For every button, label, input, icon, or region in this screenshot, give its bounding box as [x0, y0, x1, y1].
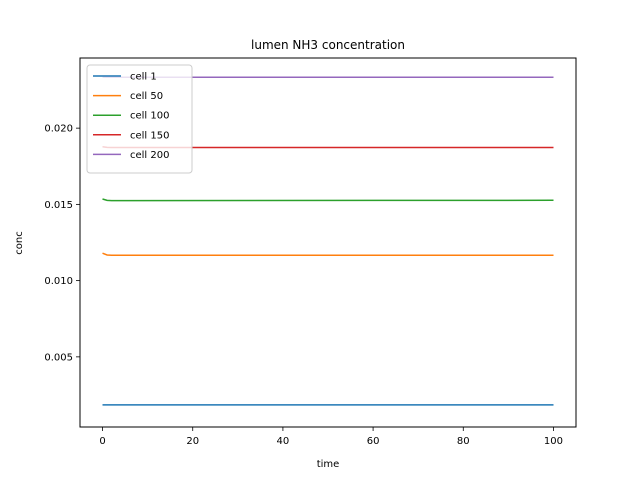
legend-label-4: cell 150	[130, 130, 169, 141]
x-axis-ticks: 0 20 40 60 80 100	[99, 427, 563, 447]
y-axis-ticks: 0.005 0.010 0.015 0.020	[44, 124, 80, 363]
x-tick-label: 60	[367, 436, 380, 447]
x-tick-label: 80	[457, 436, 470, 447]
plot-frame	[79, 57, 577, 428]
legend-label-5: cell 200	[130, 150, 169, 161]
series-line-3	[102, 198, 554, 202]
legend-label-2: cell 50	[130, 91, 163, 102]
legend: cell 1 cell 50 cell 100 cell 150 cell 200	[86, 64, 193, 174]
chart-title: lumen NH3 concentration	[251, 38, 405, 52]
y-tick-label: 0.020	[44, 124, 73, 135]
x-tick-label: 40	[277, 436, 290, 447]
y-tick-label: 0.005	[44, 352, 73, 363]
legend-label-1: cell 1	[130, 72, 157, 83]
y-axis-label: conc	[14, 231, 25, 254]
x-tick-label: 20	[186, 436, 199, 447]
x-tick-label: 0	[99, 436, 105, 447]
legend-box	[86, 64, 193, 174]
x-axis-label: time	[317, 459, 340, 470]
y-tick-label: 0.015	[44, 200, 73, 211]
y-tick-label: 0.010	[44, 276, 73, 287]
x-tick-label: 100	[544, 436, 563, 447]
legend-label-3: cell 100	[130, 111, 169, 122]
series-line-2	[102, 252, 554, 257]
